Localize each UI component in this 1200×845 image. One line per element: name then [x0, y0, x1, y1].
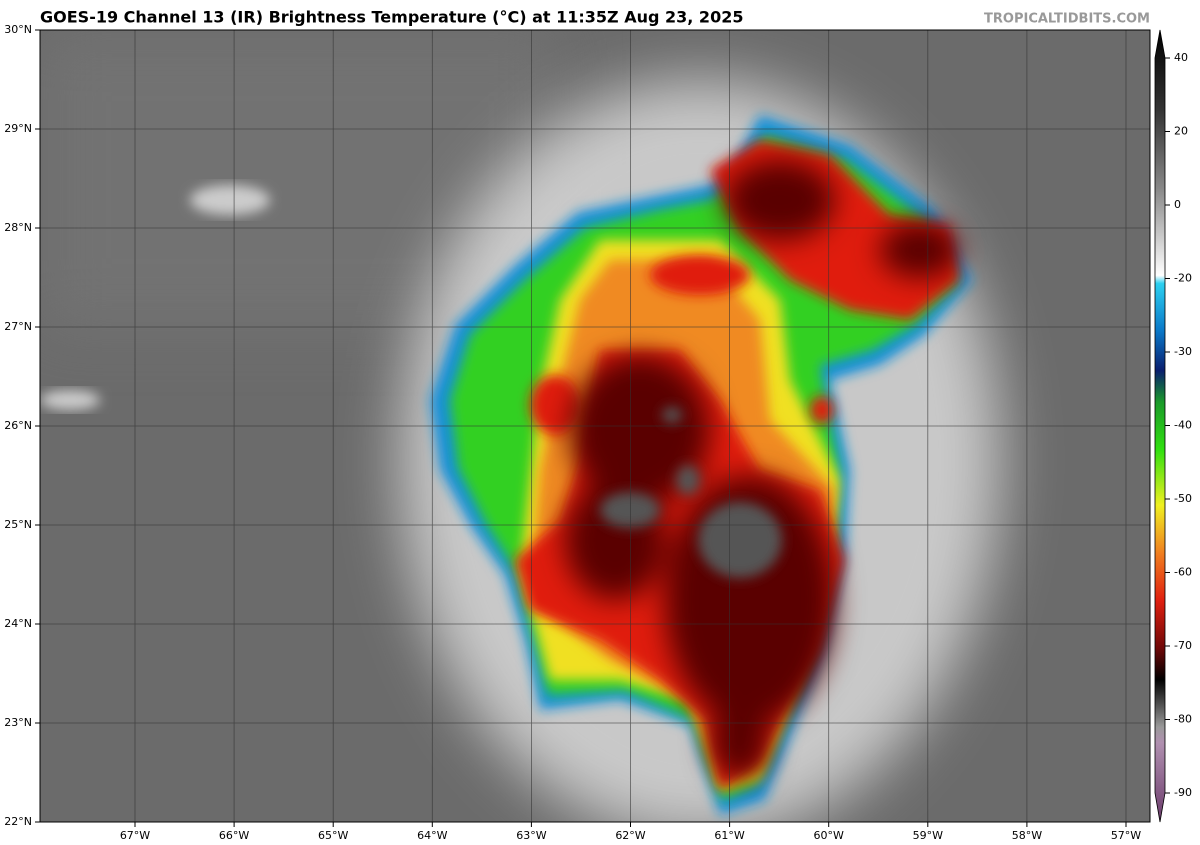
colorbar-tick-label: -40 — [1174, 419, 1192, 432]
lon-label: 61°W — [714, 829, 744, 842]
colorbar-tick-label: -80 — [1174, 713, 1192, 726]
lat-label: 28°N — [4, 221, 32, 234]
lat-label: 23°N — [4, 716, 32, 729]
colorbar-tick-label: -20 — [1174, 272, 1192, 285]
lon-label: 66°W — [219, 829, 249, 842]
lat-label: 24°N — [4, 617, 32, 630]
lon-label: 59°W — [913, 829, 943, 842]
lat-label: 29°N — [4, 122, 32, 135]
lon-label: 63°W — [516, 829, 546, 842]
colorbar-tick-label: -60 — [1174, 566, 1192, 579]
colorbar-tick-label: -70 — [1174, 639, 1192, 652]
colorbar-tick-label: 0 — [1174, 198, 1181, 211]
graticule — [40, 30, 1150, 822]
colorbar-tick-label: 40 — [1174, 51, 1188, 64]
colorbar-tick-label: -30 — [1174, 345, 1192, 358]
lat-label: 22°N — [4, 815, 32, 828]
colorbar-tick-label: -90 — [1174, 786, 1192, 799]
lon-label: 65°W — [318, 829, 348, 842]
lon-label: 58°W — [1012, 829, 1042, 842]
colorbar-tick-label: -50 — [1174, 492, 1192, 505]
lon-label: 62°W — [615, 829, 645, 842]
lon-label: 64°W — [417, 829, 447, 842]
lat-label: 30°N — [4, 23, 32, 36]
lon-label: 67°W — [120, 829, 150, 842]
lat-label: 27°N — [4, 320, 32, 333]
satellite-image — [40, 30, 1150, 822]
watermark: TROPICALTIDBITS.COM — [984, 12, 1150, 27]
lon-label: 60°W — [814, 829, 844, 842]
lat-label: 26°N — [4, 419, 32, 432]
colorbar — [1154, 29, 1166, 823]
lat-label: 25°N — [4, 518, 32, 531]
lon-label: 57°W — [1111, 829, 1141, 842]
colorbar-tick-label: 20 — [1174, 125, 1188, 138]
title: GOES-19 Channel 13 (IR) Brightness Tempe… — [40, 8, 743, 27]
